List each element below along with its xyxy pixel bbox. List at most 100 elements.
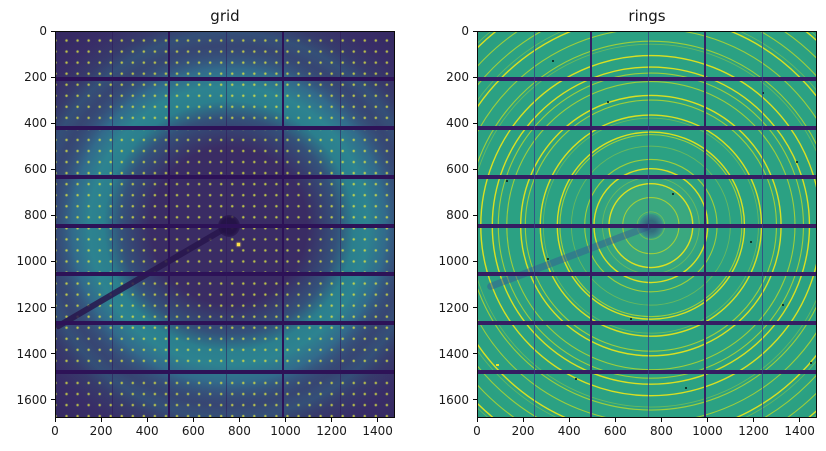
module-gap-row [478,321,816,326]
module-gap-row [56,370,394,375]
y-tick-label: 200 [24,70,47,85]
module-gap-row [56,272,394,277]
dark-speck [551,59,554,62]
grid-detector-image [55,31,395,418]
module-gap-column [704,32,707,417]
chip-boundary-line [647,32,650,417]
x-tick-label: 1400 [362,424,393,438]
x-tick-label: 400 [557,424,581,438]
y-tick-label: 600 [446,162,469,177]
dark-speck [574,377,577,380]
y-tick-label: 1200 [16,300,47,315]
module-gap-row [56,223,394,228]
module-gap-row [478,125,816,130]
y-tick-mark [51,76,55,78]
module-gap-row [56,76,394,81]
y-tick-label: 1600 [16,392,47,407]
y-tick-mark [51,307,55,309]
y-tick-label: 400 [446,116,469,131]
chip-boundary-line [534,32,536,417]
x-tick-mark [614,418,616,422]
dark-speck [796,161,799,164]
x-tick-label: 200 [511,424,535,438]
module-gap-row [56,174,394,179]
module-gap-row [478,272,816,277]
y-tick-mark [473,168,477,170]
y-tick-mark [473,76,477,78]
x-tick-mark [799,418,801,422]
x-tick-mark [476,418,478,422]
subplot-title-grid: grid [210,7,240,25]
dark-speck [607,101,610,104]
y-tick-label: 1000 [16,254,47,269]
module-gap-column [282,32,285,417]
x-tick-mark [331,418,333,422]
y-tick-mark [473,399,477,401]
rings-detector-image [477,31,817,418]
dark-speck [809,361,812,364]
module-gap-row [478,76,816,81]
chip-boundary-line [225,32,228,417]
y-tick-label: 800 [24,208,47,223]
y-tick-label: 1600 [438,392,469,407]
y-tick-mark [51,122,55,124]
dark-speck [749,240,752,243]
subplot-title-rings: rings [628,7,666,25]
y-tick-label: 800 [446,208,469,223]
chip-boundary-line [339,32,342,417]
y-tick-mark [51,168,55,170]
y-tick-mark [473,353,477,355]
x-tick-mark [192,418,194,422]
y-tick-mark [473,307,477,309]
module-gap-row [478,174,816,179]
x-tick-label: 800 [649,424,673,438]
dark-speck [782,303,785,306]
y-tick-mark [473,214,477,216]
dark-speck [630,317,633,320]
x-tick-label: 1000 [270,424,301,438]
module-gap-row [478,370,816,375]
x-tick-label: 1200 [316,424,347,438]
x-tick-mark [238,418,240,422]
x-tick-mark [753,418,755,422]
y-tick-label: 600 [24,162,47,177]
y-tick-label: 0 [39,24,47,38]
x-tick-label: 400 [135,424,159,438]
y-tick-mark [51,214,55,216]
module-gap-column [168,32,171,417]
x-tick-mark [568,418,570,422]
y-tick-label: 400 [24,116,47,131]
x-tick-mark [54,418,56,422]
y-tick-label: 1200 [438,300,469,315]
x-tick-mark [522,418,524,422]
dark-speck [671,193,674,196]
y-tick-label: 200 [446,70,469,85]
x-tick-mark [706,418,708,422]
y-tick-mark [473,260,477,262]
module-gap-row [56,321,394,326]
x-tick-mark [377,418,379,422]
module-gaps [56,32,394,417]
x-tick-label: 1200 [738,424,769,438]
x-tick-mark [284,418,286,422]
chip-boundary-line [761,32,764,417]
x-tick-label: 1000 [692,424,723,438]
module-gap-column [590,32,593,417]
x-tick-label: 800 [227,424,251,438]
y-tick-mark [51,399,55,401]
x-tick-mark [660,418,662,422]
y-tick-mark [473,30,477,32]
x-tick-label: 0 [51,424,59,438]
x-tick-label: 600 [603,424,627,438]
dark-speck [547,257,550,260]
x-tick-label: 200 [89,424,113,438]
y-tick-label: 1000 [438,254,469,269]
x-tick-label: 0 [473,424,481,438]
x-tick-mark [146,418,148,422]
bright-speck [495,363,500,367]
y-tick-mark [51,260,55,262]
chip-boundary-line [112,32,114,417]
hot-pixel [237,243,240,246]
dark-speck [505,179,508,182]
x-tick-mark [100,418,102,422]
